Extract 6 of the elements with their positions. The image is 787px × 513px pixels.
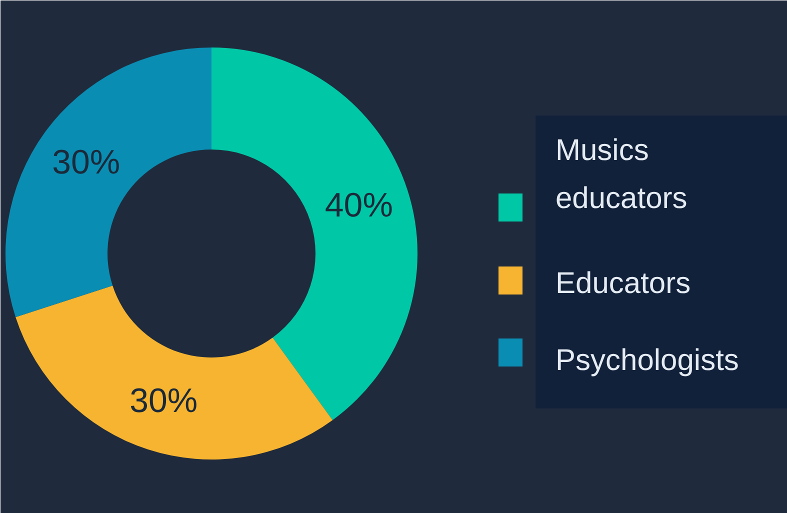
- legend-label: Psychologists: [556, 344, 739, 377]
- data-label: 40%: [324, 186, 393, 225]
- data-label: 30%: [130, 382, 198, 420]
- legend-label: Educators: [556, 267, 691, 300]
- slice-label: Musics educators: [556, 134, 688, 215]
- data-label: 30%: [52, 143, 120, 182]
